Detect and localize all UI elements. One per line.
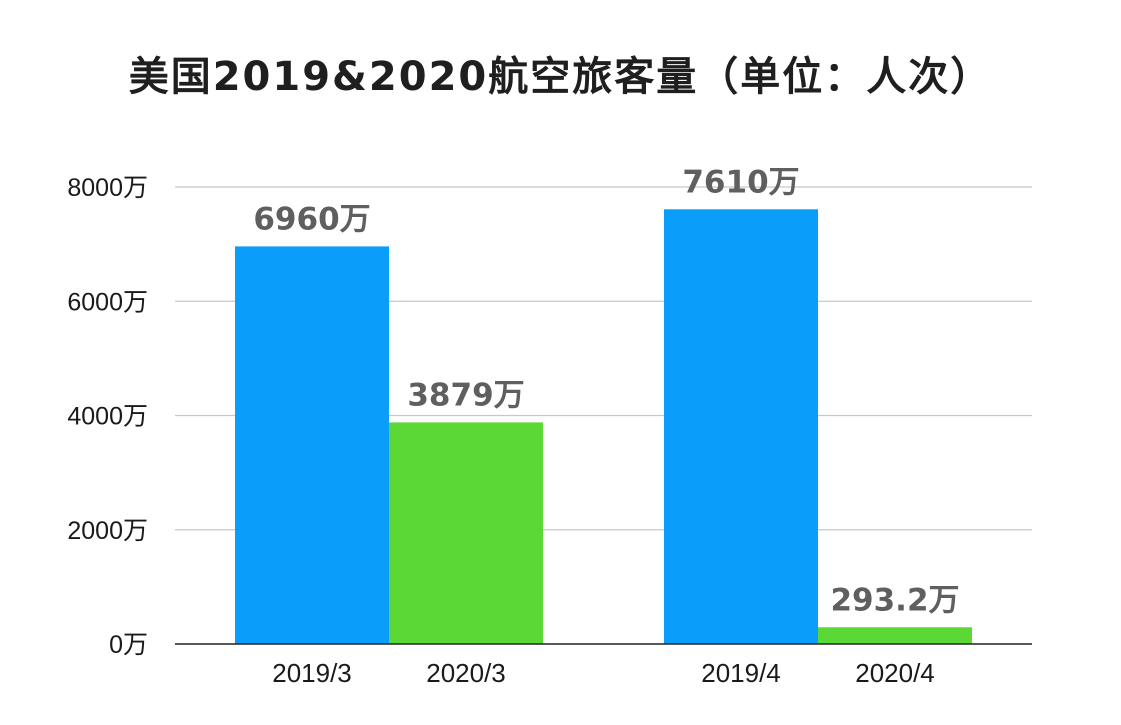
bar [235, 246, 389, 644]
y-tick-label: 6000万 [67, 288, 148, 316]
chart-title: 美国2019&2020航空旅客量（单位：人次） [128, 54, 993, 100]
y-tick-label: 4000万 [67, 403, 148, 431]
bar [664, 209, 818, 644]
x-tick-label: 2020/4 [855, 658, 935, 688]
y-tick-label: 8000万 [67, 174, 148, 202]
y-tick-label: 0万 [109, 631, 148, 659]
x-tick-label: 2019/3 [272, 658, 352, 688]
data-label: 6960万 [253, 201, 370, 237]
bar [818, 627, 972, 644]
data-label: 3879万 [407, 377, 524, 413]
x-tick-label: 2019/4 [701, 658, 781, 688]
bar [389, 422, 543, 644]
y-tick-label: 2000万 [67, 517, 148, 545]
data-label: 293.2万 [830, 582, 959, 618]
x-tick-label: 2020/3 [426, 658, 506, 688]
data-label: 7610万 [682, 164, 799, 200]
